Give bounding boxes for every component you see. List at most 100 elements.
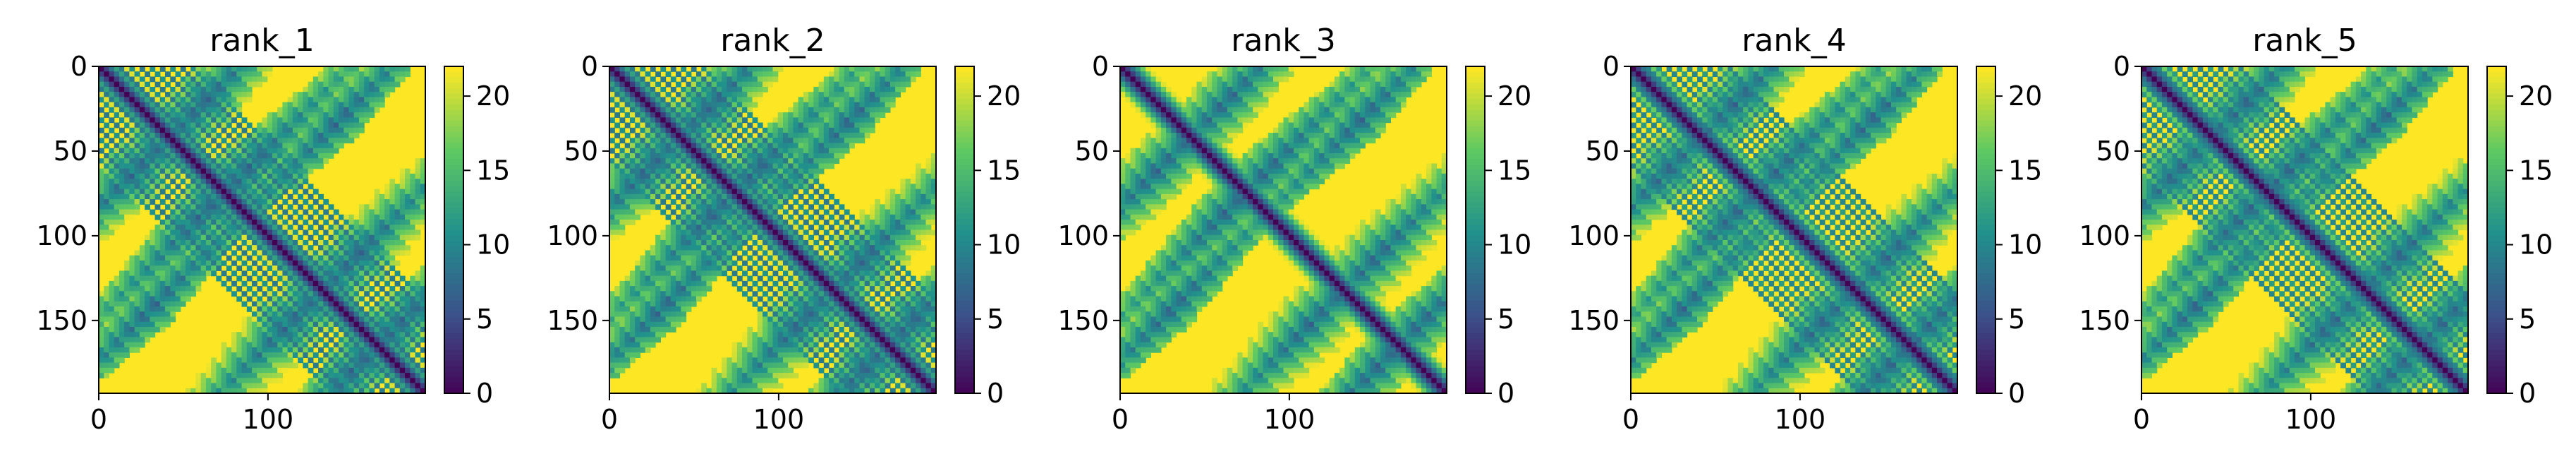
heatmap-cell [788, 261, 794, 266]
heatmap-cell [277, 378, 283, 383]
heatmap-cell [758, 225, 763, 230]
heatmap-cell [348, 71, 354, 77]
heatmap-cell [318, 128, 324, 133]
heatmap-cell [767, 158, 773, 164]
heatmap-cell [206, 189, 212, 195]
heatmap-cell [150, 189, 155, 195]
heatmap-cell [99, 306, 104, 312]
heatmap-cell [808, 256, 814, 261]
heatmap-cell [364, 225, 370, 230]
heatmap-cell [114, 92, 120, 97]
heatmap-cell [660, 245, 666, 251]
heatmap-cell [767, 250, 773, 256]
heatmap-cell [329, 286, 334, 292]
heatmap-cell [176, 306, 181, 312]
heatmap-cell [691, 143, 697, 149]
heatmap-cell [405, 311, 411, 317]
heatmap-cell [681, 76, 686, 82]
heatmap-cell [272, 322, 278, 328]
heatmap-cell [186, 97, 191, 102]
colorbar-segment [444, 246, 463, 252]
heatmap-cell [176, 291, 181, 297]
heatmap-cell [242, 92, 248, 97]
heatmap-cell [405, 194, 411, 200]
heatmap-cell [288, 225, 293, 230]
heatmap-cell [666, 123, 672, 129]
heatmap-cell [282, 153, 288, 159]
heatmap-cell [369, 270, 375, 276]
heatmap-cell [660, 92, 666, 97]
heatmap-cell [303, 297, 308, 302]
heatmap-cell [625, 153, 631, 159]
heatmap-cell [348, 357, 354, 363]
colorbar-segment [444, 241, 463, 246]
heatmap-cell [334, 306, 339, 312]
heatmap-cell [323, 322, 329, 328]
heatmap-cell [104, 133, 109, 138]
heatmap-cell [252, 71, 257, 77]
heatmap-cell [145, 306, 150, 312]
heatmap-cell [221, 342, 227, 348]
heatmap-cell [109, 87, 114, 92]
heatmap-cell [252, 245, 257, 251]
heatmap-cell [160, 261, 166, 266]
heatmap-cell [813, 102, 819, 108]
heatmap-cell [747, 102, 753, 108]
heatmap-cell [267, 123, 273, 129]
heatmap-cell [640, 194, 645, 200]
heatmap-cell [190, 210, 196, 215]
heatmap-cell [640, 76, 645, 82]
heatmap-cell [712, 117, 717, 123]
heatmap-cell [293, 158, 298, 164]
heatmap-cell [201, 240, 207, 246]
heatmap-cell [293, 245, 298, 251]
heatmap-cell [155, 306, 161, 312]
heatmap-cell [348, 281, 354, 287]
heatmap-cell [783, 138, 789, 143]
heatmap-cell [369, 337, 375, 342]
heatmap-cell [625, 158, 631, 164]
heatmap-cell [614, 194, 620, 200]
heatmap-cell [696, 174, 702, 179]
heatmap-cell [747, 184, 753, 189]
heatmap-cell [313, 270, 319, 276]
heatmap-cell [767, 189, 773, 195]
heatmap-cell [808, 117, 814, 123]
heatmap-cell [190, 256, 196, 261]
heatmap-cell [645, 261, 651, 266]
heatmap-cell [671, 250, 676, 256]
heatmap-cell [344, 138, 349, 143]
heatmap-cell [813, 245, 819, 251]
heatmap-cell [267, 261, 273, 266]
heatmap-cell [257, 71, 262, 77]
heatmap-cell [379, 97, 385, 102]
heatmap-cell [104, 82, 109, 88]
colorbar-segment [444, 94, 463, 100]
heatmap-cell [808, 163, 814, 169]
heatmap-cell [671, 225, 676, 230]
heatmap-cell [236, 179, 242, 184]
heatmap-cell [732, 123, 738, 129]
heatmap-cell [119, 306, 125, 312]
heatmap-cell [640, 179, 645, 184]
heatmap-cell [727, 117, 732, 123]
heatmap-cell [405, 210, 411, 215]
heatmap-cell [231, 220, 237, 225]
heatmap-cell [104, 174, 109, 179]
heatmap-cell [737, 235, 743, 241]
heatmap-cell [849, 235, 855, 241]
heatmap-cell [400, 368, 406, 374]
heatmap-cell [247, 265, 253, 271]
heatmap-cell [885, 245, 891, 251]
heatmap-cell [359, 297, 365, 302]
heatmap-cell [313, 76, 319, 82]
heatmap-cell [614, 189, 620, 195]
heatmap-cell [354, 332, 360, 337]
heatmap-cell [221, 169, 227, 174]
heatmap-cell [231, 76, 237, 82]
heatmap-cell [267, 373, 273, 378]
heatmap-cell [819, 235, 825, 241]
heatmap-cell [359, 322, 365, 328]
heatmap-cell [339, 250, 344, 256]
heatmap-cell [701, 261, 707, 266]
